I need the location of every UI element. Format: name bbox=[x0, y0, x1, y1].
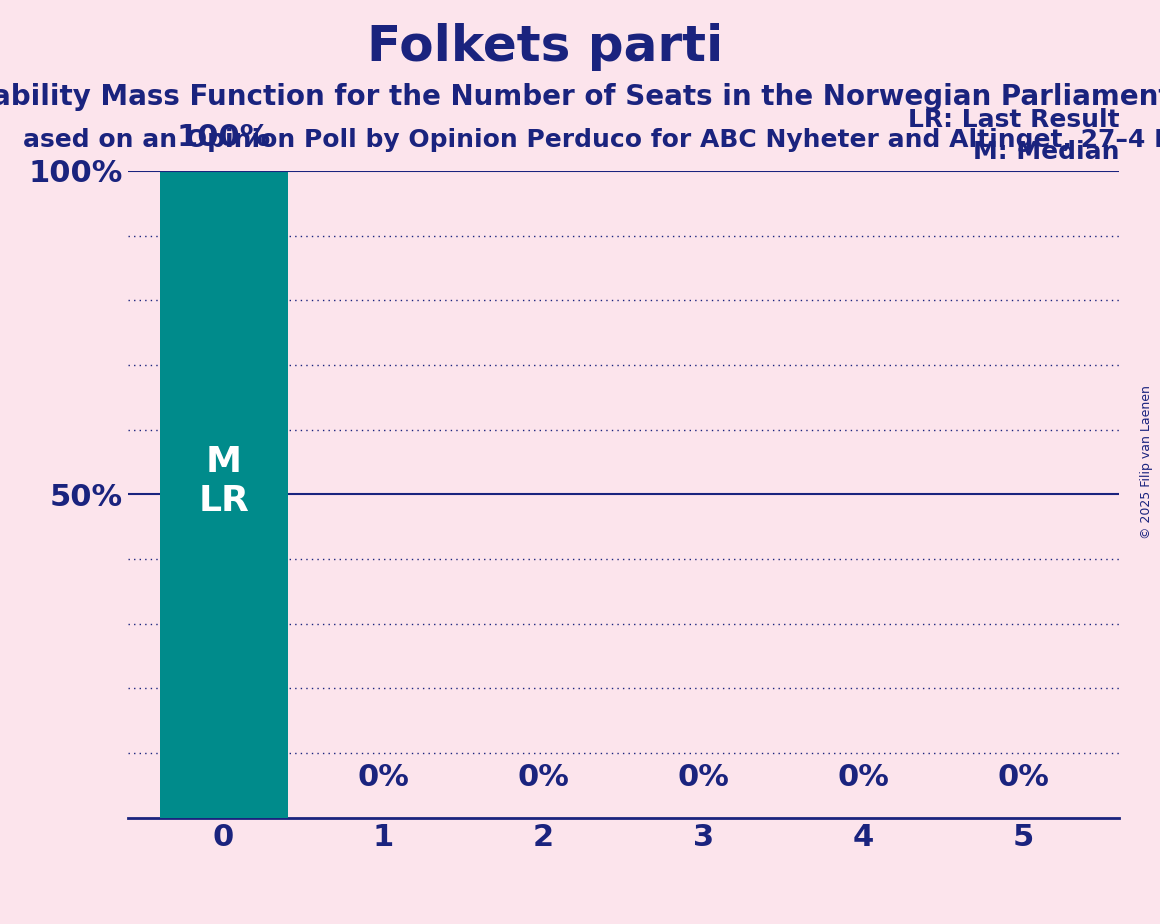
Text: 0%: 0% bbox=[517, 763, 570, 792]
Text: LR: Last Result: LR: Last Result bbox=[908, 108, 1119, 132]
Text: Probability Mass Function for the Number of Seats in the Norwegian Parliament: Probability Mass Function for the Number… bbox=[0, 83, 1160, 111]
Text: 0%: 0% bbox=[838, 763, 890, 792]
Text: M: Median: M: Median bbox=[973, 140, 1119, 164]
Bar bbox=[160, 171, 288, 818]
Text: Folkets parti: Folkets parti bbox=[367, 23, 724, 71]
Text: 100%: 100% bbox=[176, 123, 270, 152]
Text: 0%: 0% bbox=[998, 763, 1050, 792]
Text: 0%: 0% bbox=[357, 763, 409, 792]
Text: 0%: 0% bbox=[677, 763, 730, 792]
Text: ased on an Opinion Poll by Opinion Perduco for ABC Nyheter and Altinget, 27–4 Fe: ased on an Opinion Poll by Opinion Perdu… bbox=[23, 128, 1160, 152]
Text: © 2025 Filip van Laenen: © 2025 Filip van Laenen bbox=[1139, 385, 1153, 539]
Text: M
LR: M LR bbox=[198, 444, 249, 518]
